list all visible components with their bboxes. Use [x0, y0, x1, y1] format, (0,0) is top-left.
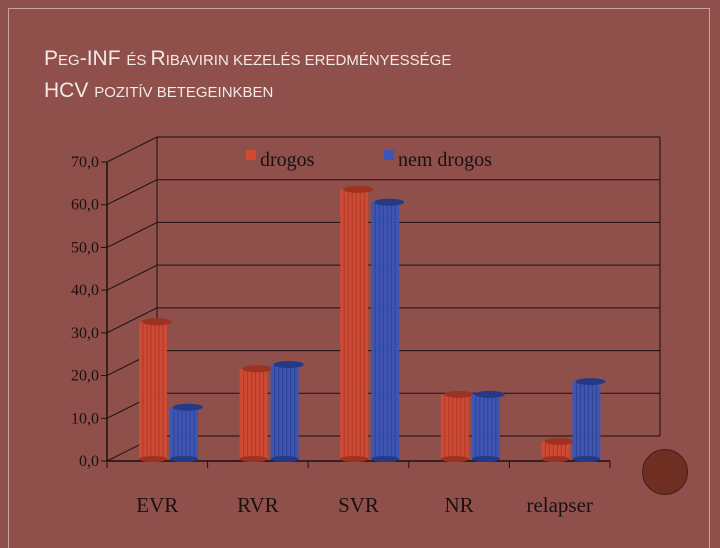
legend-label: drogos [260, 149, 315, 171]
x-tick-label: NR [445, 493, 474, 517]
x-tick-label: RVR [237, 493, 279, 517]
bar-body [440, 394, 469, 459]
title-part: -INF [79, 47, 127, 70]
bar-body [139, 321, 167, 459]
decorative-circle [642, 449, 688, 495]
bar-base [170, 456, 198, 462]
title-part: IBAVIRIN KEZELÉS EREDMÉNYESSÉGE [165, 52, 452, 69]
legend-label: nem drogos [398, 149, 492, 171]
bar-base [239, 456, 268, 462]
bar-cap [374, 198, 405, 206]
bar-body [371, 202, 400, 459]
x-tick-label: SVR [338, 493, 379, 517]
depth-gridline [106, 307, 158, 334]
bar-nr-series-2 [471, 390, 505, 462]
title-line-2: HCV POZITÍV BETEGEINKBEN [44, 76, 684, 108]
bar-body [270, 364, 299, 459]
legend-swatch [384, 150, 394, 160]
legend-swatch [246, 150, 256, 160]
bar-body [471, 394, 500, 459]
slide-title: PEG-INF ÉS RIBAVIRIN KEZELÉS EREDMÉNYESS… [44, 44, 684, 108]
bar-cap [443, 390, 474, 398]
bar-svr-series-2 [371, 198, 405, 462]
title-part: EG [58, 52, 80, 69]
title-part: ÉS [126, 52, 151, 69]
bar-cap [173, 403, 203, 411]
depth-gridline [106, 221, 158, 248]
bar-rvr-series-2 [270, 360, 304, 462]
bar-cap [343, 185, 374, 193]
bar-base [139, 456, 167, 462]
bar-base [340, 456, 369, 462]
bar-evr-series-1 [139, 318, 172, 462]
y-tick-label: 10,0 [71, 410, 99, 427]
bar-base [440, 456, 469, 462]
bar-relapser-series-2 [572, 378, 606, 462]
depth-gridline [106, 179, 158, 206]
x-tick-label: EVR [136, 493, 178, 517]
depth-gridline [106, 264, 158, 291]
x-tick-label: relapser [526, 493, 592, 517]
y-tick-label: 70,0 [71, 154, 99, 171]
bar-cap [474, 390, 505, 398]
y-tick-label: 60,0 [71, 197, 99, 214]
title-line-1: PEG-INF ÉS RIBAVIRIN KEZELÉS EREDMÉNYESS… [44, 44, 684, 76]
bar-base [371, 456, 400, 462]
title-part: R [150, 47, 166, 70]
bar-base [270, 456, 299, 462]
slide-border [8, 8, 710, 548]
bar-cap [575, 378, 606, 386]
y-tick-label: 0,0 [79, 453, 99, 470]
y-tick-label: 20,0 [71, 368, 99, 385]
title-part: P [44, 47, 59, 70]
bar-body [239, 368, 268, 459]
bar-body [572, 381, 601, 459]
bar-base [541, 456, 570, 462]
y-tick-label: 50,0 [71, 239, 99, 256]
bar-evr-series-2 [170, 403, 203, 462]
bar-body [541, 441, 570, 459]
bar-svr-series-1 [340, 185, 374, 462]
bar-rvr-series-1 [239, 365, 273, 462]
bar-cap [544, 437, 575, 445]
title-part: HCV [44, 79, 95, 102]
depth-gridline [106, 136, 158, 163]
bar-cap [273, 360, 304, 368]
y-tick-label: 30,0 [71, 325, 99, 342]
bar-nr-series-1 [440, 390, 474, 462]
bar-base [471, 456, 500, 462]
bar-body [170, 407, 198, 459]
bar-cap [142, 318, 172, 326]
bar-cap [242, 365, 273, 373]
title-part: POZITÍV BETEGEINKBEN [94, 84, 274, 101]
y-tick-label: 40,0 [71, 282, 99, 299]
bar-base [572, 456, 601, 462]
bar-relapser-series-1 [541, 437, 575, 462]
bar-body [340, 189, 369, 459]
